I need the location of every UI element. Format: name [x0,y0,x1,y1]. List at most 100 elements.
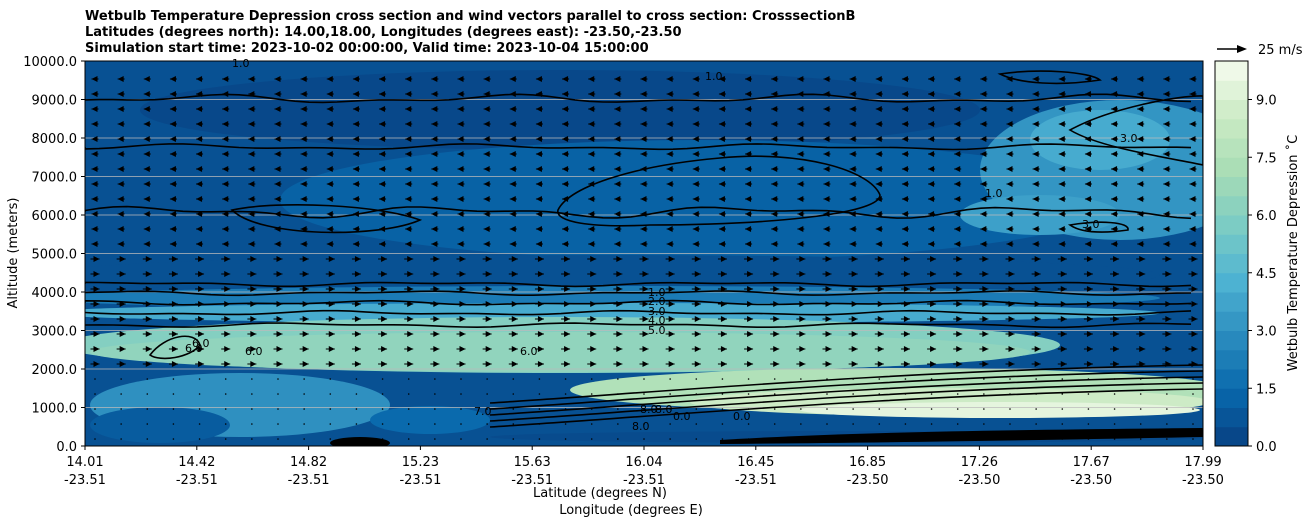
wind-vector-dot [800,423,802,425]
wind-vector-head [956,331,963,337]
wind-vector-head [196,106,203,112]
wind-vector-head [326,91,333,97]
wind-vector-dot [800,453,802,455]
wind-vector-head [431,76,438,82]
contour-slope-1 [489,370,1203,410]
wind-vector-dot [1192,408,1194,410]
wind-vector-head [405,211,412,217]
wind-vector-dot [460,438,462,440]
wind-vector-head [745,211,752,217]
colorbar-segment-3 [1215,369,1248,389]
wind-vector-head [692,91,699,97]
wind-vector-head [642,286,649,292]
wind-vector-head [745,106,752,112]
wind-vector-head [823,91,830,97]
wind-vector-head [91,211,98,217]
wind-vector-dot [1166,438,1168,440]
wind-vector-head [459,346,466,352]
wind-vector-head [1137,91,1144,97]
wind-vector-dot [120,378,122,380]
wind-vector-head [196,76,203,82]
wind-vector-head [954,136,961,142]
wind-vector-head [954,121,961,127]
wind-vector-head [745,91,752,97]
wind-vector-head [668,361,675,367]
contour-label-18: 0.0 [673,410,691,423]
wind-vector-head [1086,256,1093,262]
wind-vector-head [276,301,283,307]
wind-vector-head [1060,256,1067,262]
wind-vector-head [954,181,961,187]
wind-vector-head [1137,226,1144,232]
wind-vector-head [457,76,464,82]
x-tick-label-lon-2: -23.51 [288,473,330,488]
wind-vector-head [849,181,856,187]
wind-vector-head [849,226,856,232]
wind-vector-head [1032,76,1039,82]
wind-vector-head [326,76,333,82]
wind-vector-head [1137,121,1144,127]
wind-vector-head [875,76,882,82]
wind-vector-dot [747,438,750,440]
wind-vector-head [274,166,281,172]
wind-vector-head [1139,286,1146,292]
wind-vector-head [171,271,178,277]
wind-vector-head [381,346,388,352]
wind-vector-head [666,181,673,187]
wind-vector-head [457,151,464,157]
wind-vector-head [381,256,388,262]
wind-vector-head [459,256,466,262]
wind-vector-head [433,316,440,322]
contour-slope-4 [489,388,1203,428]
contour-line-1 [85,143,1192,151]
wind-vector-head [640,166,647,172]
wind-vector-head [1113,346,1120,352]
wind-vector-head [354,301,361,307]
wind-vector-head [877,271,884,277]
wind-vector-head [119,301,126,307]
wind-vector-dot [1061,438,1064,440]
wind-vector-head [1086,271,1093,277]
wind-vector-head [1165,331,1172,337]
wind-vector-head [302,271,309,277]
wind-vector-head [1113,301,1120,307]
wind-vector-head [773,271,780,277]
wind-vector-dot [434,393,436,395]
wind-vector-dot [407,438,410,440]
wind-vector-dot [251,423,253,425]
wind-vector-head [562,226,569,232]
wind-vector-head [797,151,804,157]
wind-vector-head [1111,136,1118,142]
contour-label-19: 0.0 [733,410,751,423]
wind-vector-head [564,316,571,322]
wind-vector-dot [407,423,410,425]
wind-vector-head [1113,256,1120,262]
wind-vector-dot [512,393,515,395]
wind-vector-head [1139,271,1146,277]
wind-vector-head [274,136,281,142]
colorbar-segment-6 [1215,311,1248,331]
wind-vector-dot [1009,408,1011,410]
y-tick-label-2: 2000.0 [32,363,78,378]
wind-vector-head [1060,301,1067,307]
wind-vector-head [825,271,832,277]
wind-vector-head [143,226,150,232]
wind-vector-head [745,151,752,157]
wind-vector-head [640,181,647,187]
wind-vector-head [117,151,124,157]
wind-vector-head [1137,136,1144,142]
wind-vector-head [1032,241,1039,247]
wind-vector-head [145,331,152,337]
wind-vector-head [590,286,597,292]
wind-vector-head [877,286,884,292]
wind-vector-dot [303,378,305,380]
wind-vector-head [326,196,333,202]
wind-vector-head [431,241,438,247]
fill-region-7 [85,303,1160,323]
wind-vector-head [1060,316,1067,322]
wind-vector-head [745,136,752,142]
wind-vector-head [1058,211,1065,217]
wind-vector-dot [721,378,724,380]
wind-vector-dot [591,453,593,455]
wind-vector-head [692,226,699,232]
